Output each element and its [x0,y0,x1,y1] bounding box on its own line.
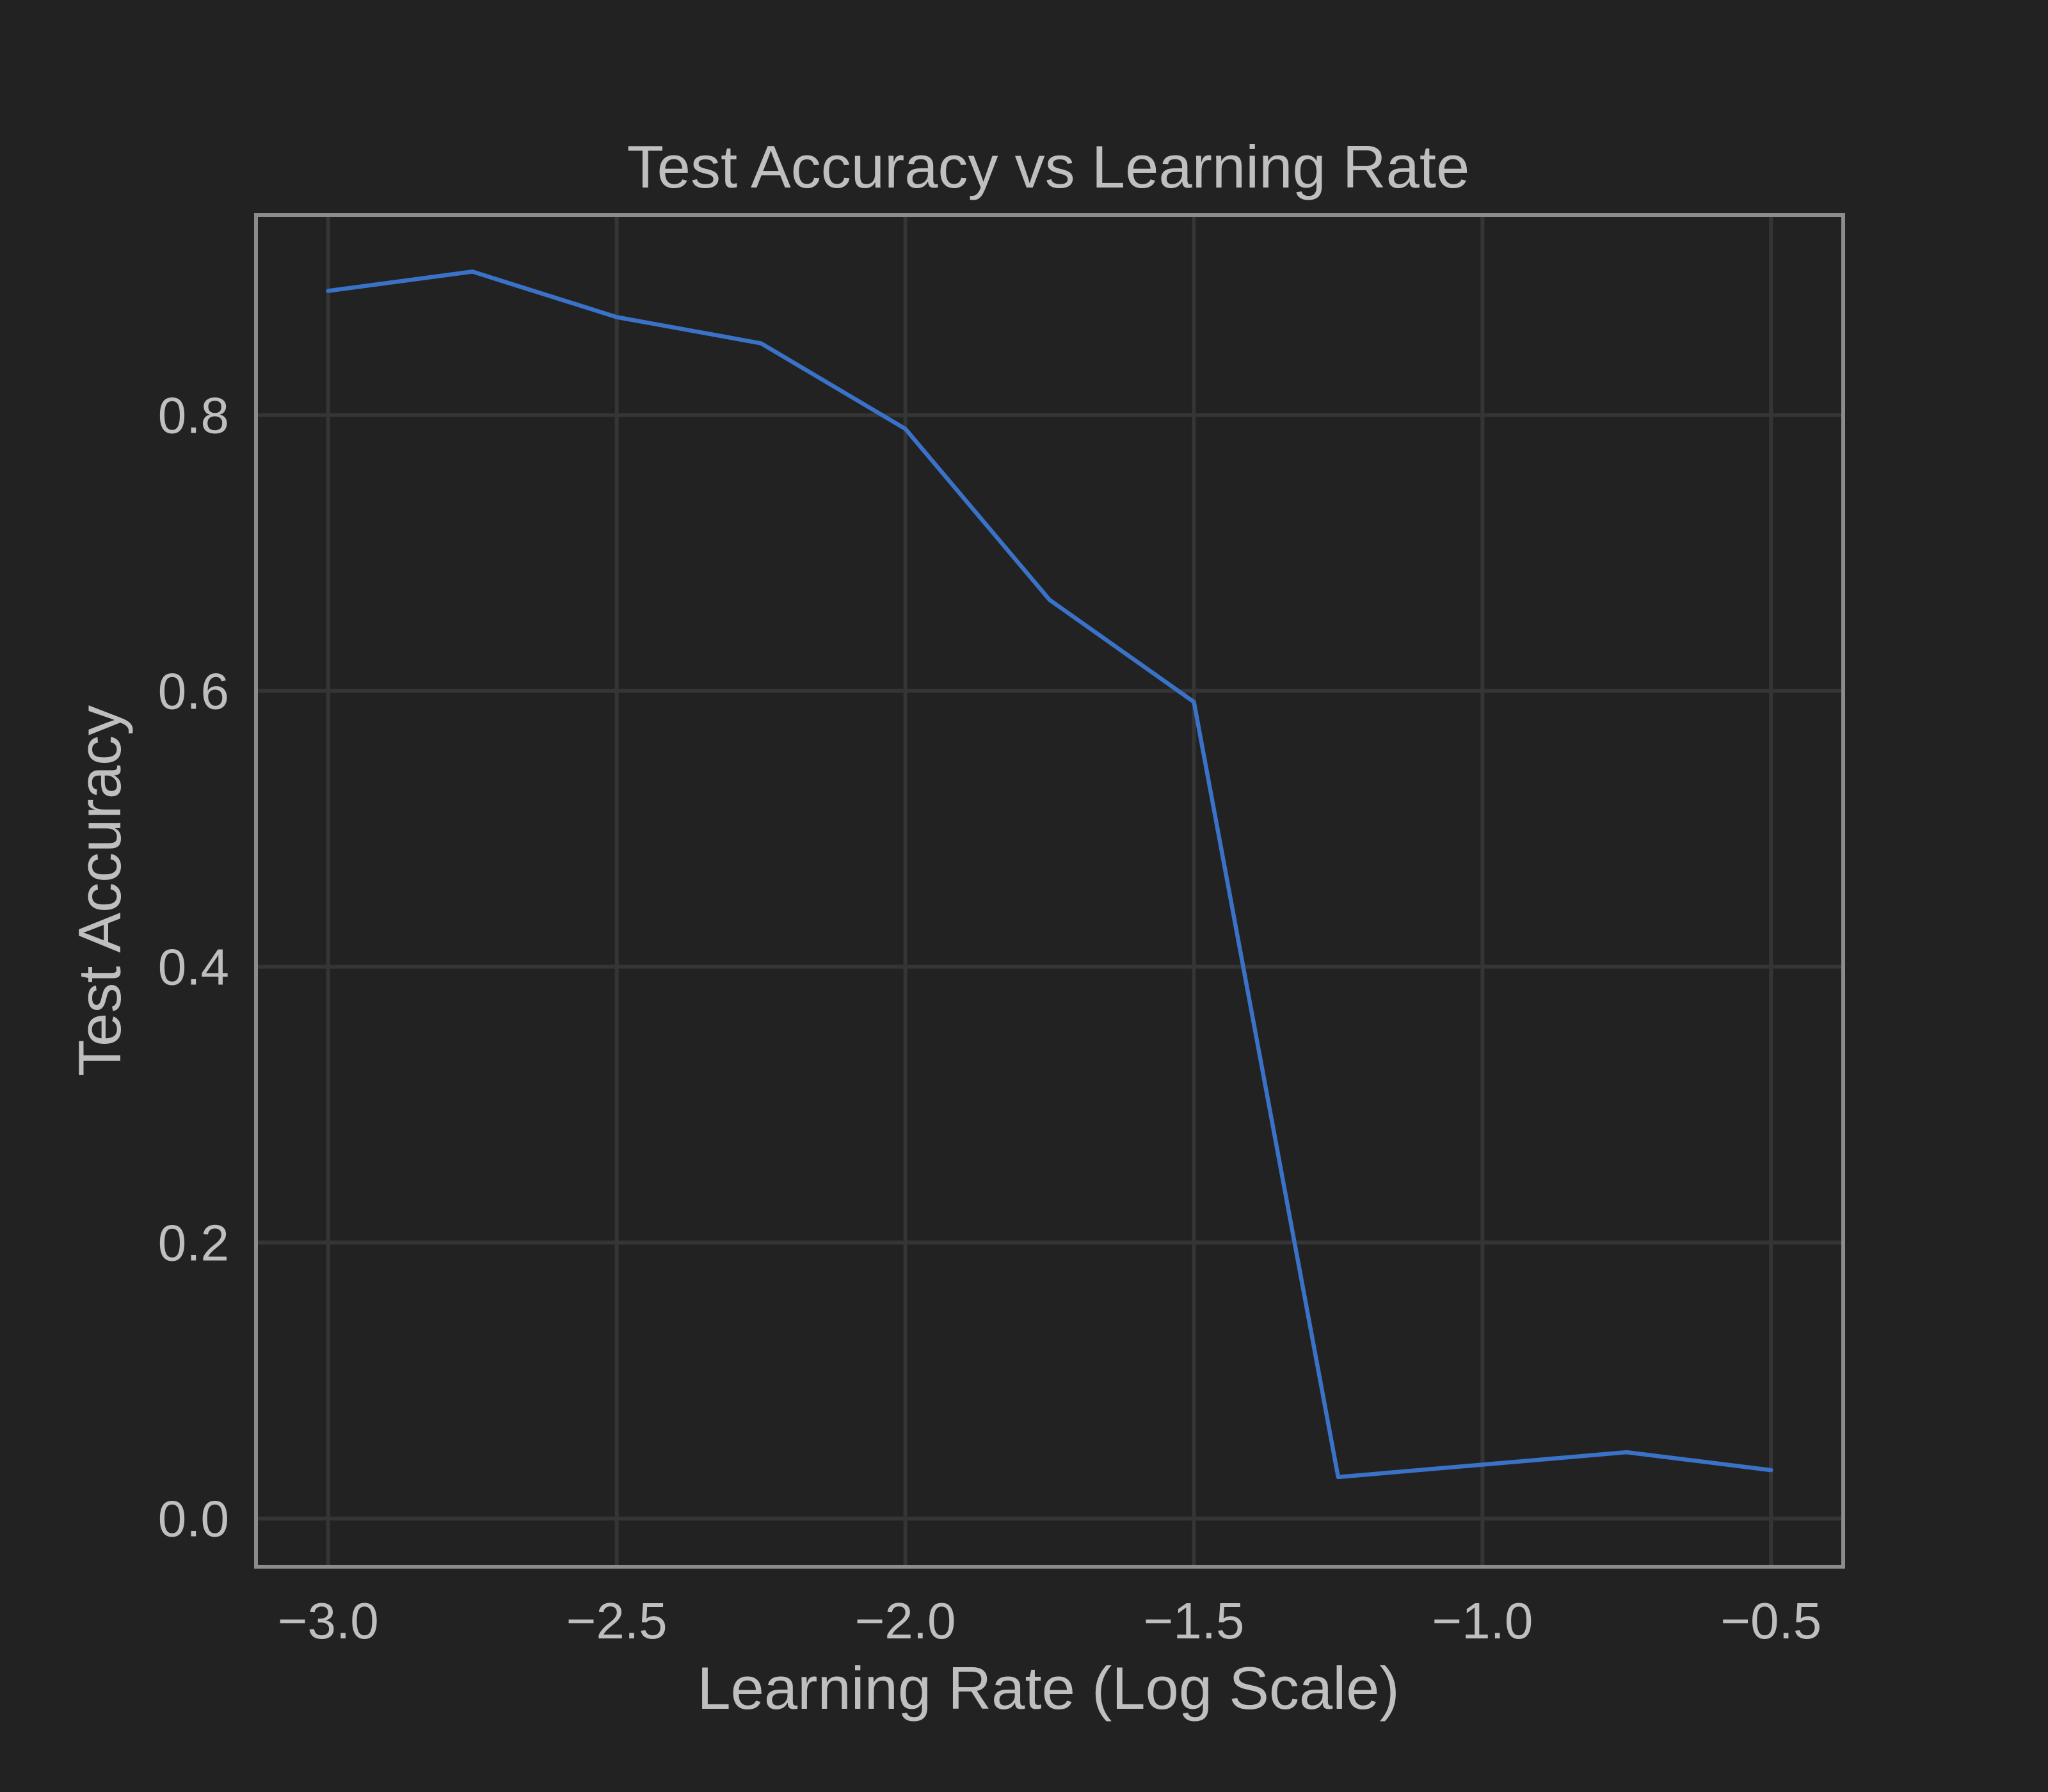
y-tick-label: 0.8 [158,387,229,444]
plot-frame [254,213,1845,1569]
plot-series [326,269,1773,1480]
y-tick-label: 0.0 [158,1491,229,1548]
x-tick-label: −2.5 [566,1592,668,1649]
x-axis-ticks: −3.0 −2.5 −2.0 −1.5 −1.0 −0.5 [278,1592,1821,1649]
x-tick-label: −1.5 [1143,1592,1244,1649]
y-tick-label: 0.4 [158,939,229,996]
x-tick-label: −1.0 [1432,1592,1533,1649]
y-tick-label: 0.6 [158,663,229,720]
x-tick-label: −0.5 [1720,1592,1821,1649]
y-tick-label: 0.2 [158,1215,229,1272]
y-axis-label: Test Accuracy [66,705,133,1076]
grid [256,215,1843,1567]
x-axis-label: Learning Rate (Log Scale) [697,1654,1399,1722]
chart-title: Test Accuracy vs Learning Rate [627,133,1470,200]
x-tick-label: −2.0 [855,1592,956,1649]
series-line [326,269,1773,1480]
x-tick-label: −3.0 [278,1592,379,1649]
y-axis-ticks: 0.0 0.2 0.4 0.6 0.8 [158,387,229,1547]
